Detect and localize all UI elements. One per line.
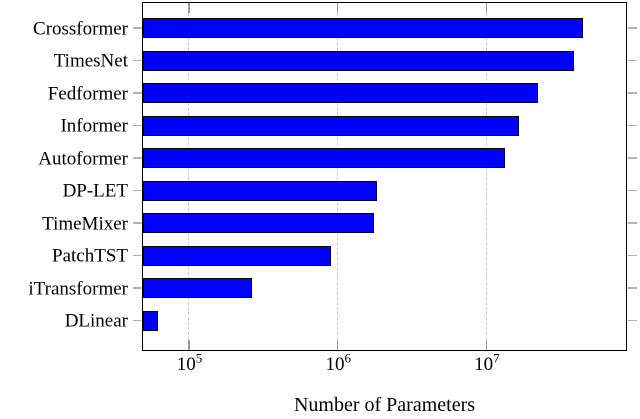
y-tick-mark-left — [132, 222, 142, 224]
y-tick-mark-right — [627, 319, 637, 322]
y-tick-mark-left — [132, 27, 142, 29]
bar — [143, 18, 584, 39]
x-tick-label: 105 — [176, 352, 203, 376]
y-tick-mark-right — [627, 157, 637, 159]
category-label: TimeMixer — [42, 213, 128, 235]
category-label: DP-LET — [62, 180, 128, 202]
x-tick-labels: 105 106 107 — [142, 352, 627, 385]
category-label: TimesNet — [53, 50, 128, 72]
x-tick-label-base: 10 — [474, 354, 494, 375]
x-tick-label-exponent: 7 — [493, 350, 500, 366]
x-tick-mark-top — [485, 3, 488, 13]
category-label: iTransformer — [28, 278, 128, 300]
x-tick-label: 107 — [474, 352, 500, 376]
y-tick-mark-right — [627, 124, 637, 127]
x-tick-mark-top — [188, 3, 190, 13]
x-tick-label-exponent: 5 — [195, 350, 203, 366]
category-label: Fedformer — [47, 83, 128, 105]
x-tick-mark-bottom — [336, 340, 339, 350]
bar — [143, 115, 520, 136]
x-tick-mark-bottom — [188, 340, 190, 350]
bar — [143, 50, 575, 71]
y-tick-mark-left — [132, 287, 142, 289]
x-tick-mark-top — [336, 3, 339, 13]
y-tick-mark-left — [132, 254, 142, 257]
bar — [143, 245, 331, 266]
bar — [143, 278, 252, 299]
y-tick-mark-left — [132, 157, 142, 159]
y-tick-mark-left — [132, 319, 142, 322]
y-tick-mark-right — [627, 254, 637, 257]
x-tick-label: 106 — [325, 352, 351, 376]
x-tick-label-exponent: 6 — [344, 350, 351, 366]
major-gridline — [485, 3, 487, 350]
y-axis-category-labels: Crossformer TimesNet Fedformer Informer Auto… — [0, 0, 128, 360]
category-label: PatchTST — [52, 245, 128, 267]
y-tick-mark-right — [627, 59, 637, 62]
y-tick-mark-right — [627, 222, 637, 224]
bar — [143, 180, 378, 201]
category-label: Crossformer — [33, 18, 128, 40]
y-tick-mark-left — [132, 124, 142, 127]
x-axis-label: Number of Parameters — [293, 394, 476, 416]
y-tick-mark-right — [627, 287, 637, 289]
y-tick-mark-right — [627, 27, 637, 29]
x-tick-mark-bottom — [485, 340, 488, 350]
bar — [143, 213, 374, 234]
x-tick-label-base: 10 — [176, 354, 196, 375]
y-tick-mark-right — [627, 92, 637, 94]
y-tick-mark-left — [132, 189, 142, 192]
category-label: DLinear — [64, 310, 128, 332]
major-gridline — [336, 3, 338, 350]
bar — [143, 310, 159, 331]
major-gridline — [188, 3, 190, 350]
y-tick-mark-left — [132, 92, 142, 94]
category-label: Autoformer — [38, 148, 128, 170]
y-tick-mark-left — [132, 59, 142, 62]
category-label: Informer — [60, 115, 128, 137]
plot-area — [132, 2, 637, 351]
x-tick-label-base: 10 — [325, 354, 345, 375]
bar — [143, 83, 539, 104]
y-tick-mark-right — [627, 189, 637, 192]
bar — [143, 148, 506, 169]
